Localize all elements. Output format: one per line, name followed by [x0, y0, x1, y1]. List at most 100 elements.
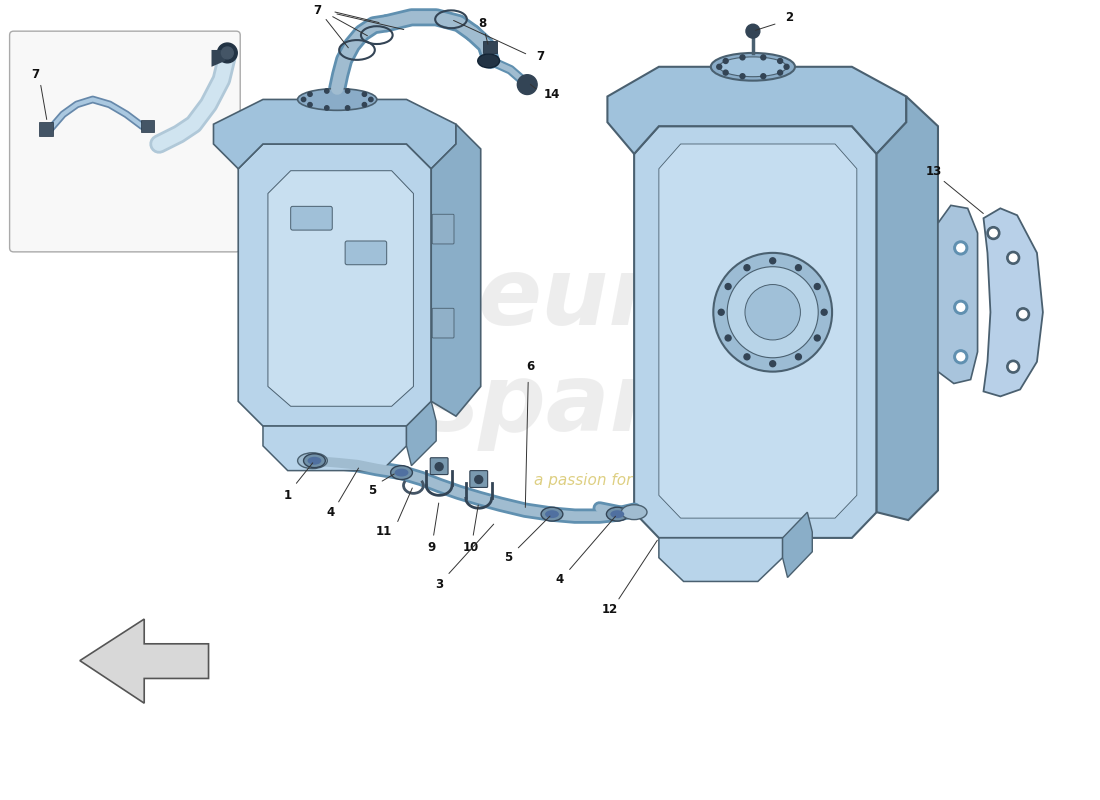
FancyBboxPatch shape	[290, 206, 332, 230]
Polygon shape	[211, 50, 226, 66]
Circle shape	[345, 106, 350, 110]
Polygon shape	[268, 170, 414, 406]
Text: 5: 5	[367, 484, 376, 497]
Text: euro
spares: euro spares	[422, 253, 777, 451]
Text: 1: 1	[284, 489, 292, 502]
Polygon shape	[213, 99, 456, 169]
Circle shape	[368, 98, 373, 102]
Ellipse shape	[308, 457, 321, 465]
Ellipse shape	[298, 453, 328, 469]
Circle shape	[475, 475, 483, 483]
Polygon shape	[407, 402, 437, 466]
Text: 5: 5	[504, 551, 513, 564]
FancyBboxPatch shape	[345, 241, 387, 265]
Polygon shape	[877, 97, 938, 520]
Circle shape	[778, 58, 782, 63]
Text: 12: 12	[602, 602, 617, 616]
FancyBboxPatch shape	[10, 31, 240, 252]
Circle shape	[1006, 251, 1020, 264]
Circle shape	[954, 300, 968, 314]
Circle shape	[957, 353, 965, 361]
Polygon shape	[431, 124, 481, 416]
Circle shape	[727, 266, 818, 358]
Ellipse shape	[621, 505, 647, 519]
Polygon shape	[80, 619, 209, 703]
Ellipse shape	[546, 510, 559, 518]
Text: 2: 2	[785, 11, 793, 24]
Ellipse shape	[541, 507, 563, 521]
Ellipse shape	[298, 89, 377, 110]
Circle shape	[308, 102, 312, 107]
Circle shape	[987, 226, 1000, 239]
Circle shape	[1006, 360, 1020, 373]
Circle shape	[770, 361, 776, 366]
Polygon shape	[607, 66, 906, 154]
FancyBboxPatch shape	[470, 470, 487, 487]
Polygon shape	[634, 126, 877, 538]
Bar	[483, 41, 496, 53]
Polygon shape	[938, 206, 978, 383]
Text: 7: 7	[314, 4, 321, 17]
Circle shape	[957, 303, 965, 311]
Circle shape	[746, 24, 760, 38]
Circle shape	[744, 354, 750, 360]
Polygon shape	[782, 512, 812, 578]
Circle shape	[957, 244, 965, 252]
Circle shape	[713, 253, 832, 372]
Text: 10: 10	[463, 542, 478, 554]
Circle shape	[822, 310, 827, 315]
Ellipse shape	[304, 454, 326, 468]
Circle shape	[718, 310, 724, 315]
Text: 4: 4	[327, 506, 334, 518]
Circle shape	[954, 241, 968, 255]
Text: 6: 6	[526, 360, 535, 373]
Text: 7: 7	[536, 50, 544, 63]
Circle shape	[814, 283, 821, 290]
Circle shape	[725, 335, 732, 341]
Circle shape	[723, 70, 728, 75]
Circle shape	[778, 70, 782, 75]
Circle shape	[308, 92, 312, 96]
Circle shape	[784, 64, 789, 70]
FancyBboxPatch shape	[432, 308, 454, 338]
Ellipse shape	[390, 466, 412, 479]
Circle shape	[1010, 254, 1018, 262]
Circle shape	[1020, 310, 1027, 318]
Ellipse shape	[610, 510, 624, 518]
Ellipse shape	[477, 54, 499, 68]
Polygon shape	[239, 144, 431, 426]
Circle shape	[218, 43, 238, 63]
FancyBboxPatch shape	[432, 214, 454, 244]
Text: 14: 14	[543, 88, 560, 101]
Polygon shape	[659, 144, 857, 518]
Circle shape	[362, 92, 366, 96]
Text: a passion for parts since 1985: a passion for parts since 1985	[534, 473, 764, 488]
Text: 11: 11	[375, 526, 392, 538]
Ellipse shape	[606, 507, 628, 521]
Circle shape	[436, 462, 443, 470]
Text: 7: 7	[31, 68, 40, 82]
Circle shape	[221, 47, 233, 59]
Circle shape	[301, 98, 306, 102]
Polygon shape	[659, 538, 782, 582]
Circle shape	[740, 55, 745, 60]
Polygon shape	[141, 120, 154, 132]
Circle shape	[744, 265, 750, 270]
Text: 4: 4	[556, 573, 564, 586]
Circle shape	[745, 285, 801, 340]
Circle shape	[723, 58, 728, 63]
Circle shape	[761, 74, 766, 78]
Ellipse shape	[711, 53, 795, 81]
Circle shape	[954, 350, 968, 364]
Polygon shape	[263, 426, 407, 470]
Circle shape	[345, 89, 350, 93]
Ellipse shape	[395, 469, 408, 477]
Circle shape	[770, 258, 776, 264]
Circle shape	[740, 74, 745, 78]
Circle shape	[324, 89, 329, 93]
Text: 9: 9	[427, 542, 436, 554]
Circle shape	[795, 354, 802, 360]
Text: 8: 8	[478, 17, 487, 30]
Text: 13: 13	[926, 166, 942, 178]
Ellipse shape	[719, 57, 786, 77]
